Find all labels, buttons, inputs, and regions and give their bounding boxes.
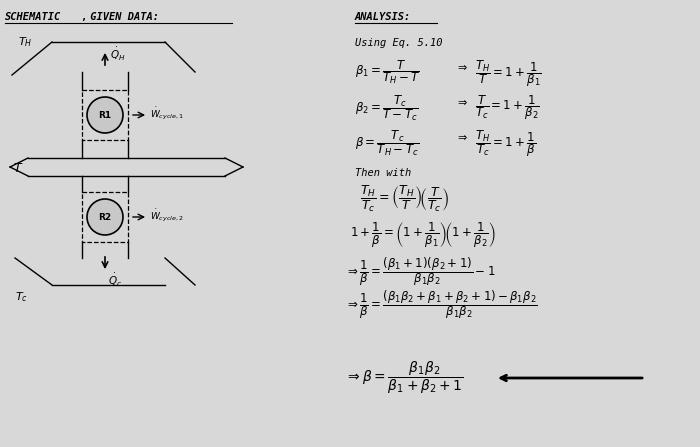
Text: $\dot{Q}_H$: $\dot{Q}_H$ xyxy=(110,46,125,63)
Text: $\dot{W}_{cycle,1}$: $\dot{W}_{cycle,1}$ xyxy=(150,106,184,122)
Text: $T_c$: $T_c$ xyxy=(15,290,28,304)
Text: $\Rightarrow$: $\Rightarrow$ xyxy=(455,62,468,72)
Bar xyxy=(82,90,128,140)
Text: $\Rightarrow \dfrac{1}{\beta} = \dfrac{(\beta_1\beta_2+\beta_1+\beta_2+1)-\beta_: $\Rightarrow \dfrac{1}{\beta} = \dfrac{(… xyxy=(345,288,538,320)
Text: GIVEN DATA:: GIVEN DATA: xyxy=(84,12,159,22)
Text: $\dfrac{T_H}{T_c} = 1 + \dfrac{1}{\beta}$: $\dfrac{T_H}{T_c} = 1 + \dfrac{1}{\beta}… xyxy=(475,128,536,159)
Text: R1: R1 xyxy=(99,110,111,119)
Text: $\dot{Q}_c$: $\dot{Q}_c$ xyxy=(108,272,122,289)
Circle shape xyxy=(87,199,123,235)
Text: ,: , xyxy=(80,12,86,22)
Text: $\beta_2 = \dfrac{T_c}{T-T_c}$: $\beta_2 = \dfrac{T_c}{T-T_c}$ xyxy=(355,93,418,123)
Text: $\beta_1 = \dfrac{T}{T_H-T}$: $\beta_1 = \dfrac{T}{T_H-T}$ xyxy=(355,58,421,86)
Text: $\Rightarrow \beta = \dfrac{\beta_1\beta_2}{\beta_1+\beta_2+1}$: $\Rightarrow \beta = \dfrac{\beta_1\beta… xyxy=(345,360,463,396)
Text: $\dfrac{T_H}{T_c} = \left(\dfrac{T_H}{T}\right)\!\left(\dfrac{T}{T_c}\right)$: $\dfrac{T_H}{T_c} = \left(\dfrac{T_H}{T}… xyxy=(360,184,449,214)
Text: SCHEMATIC: SCHEMATIC xyxy=(5,12,62,22)
Bar xyxy=(82,192,128,242)
Text: $\Rightarrow$: $\Rightarrow$ xyxy=(455,97,468,107)
Text: $T_H$: $T_H$ xyxy=(18,35,32,49)
Text: $1 + \dfrac{1}{\beta} = \left(1 + \dfrac{1}{\beta_1}\right)\!\left(1 + \dfrac{1}: $1 + \dfrac{1}{\beta} = \left(1 + \dfrac… xyxy=(350,220,496,249)
Text: Using Eq. 5.10: Using Eq. 5.10 xyxy=(355,38,442,48)
Circle shape xyxy=(87,97,123,133)
Text: $\beta = \dfrac{T_c}{T_H-T_c}$: $\beta = \dfrac{T_c}{T_H-T_c}$ xyxy=(355,128,419,158)
Text: $\dfrac{T}{T_c} = 1 + \dfrac{1}{\beta_2}$: $\dfrac{T}{T_c} = 1 + \dfrac{1}{\beta_2}… xyxy=(475,93,540,122)
Text: R2: R2 xyxy=(99,212,111,222)
Text: $\dfrac{T_H}{T} = 1 + \dfrac{1}{\beta_1}$: $\dfrac{T_H}{T} = 1 + \dfrac{1}{\beta_1}… xyxy=(475,58,542,89)
Text: ANALYSIS:: ANALYSIS: xyxy=(355,12,412,22)
Text: $\Rightarrow$: $\Rightarrow$ xyxy=(455,132,468,142)
Text: Then with: Then with xyxy=(355,168,412,178)
Text: T: T xyxy=(13,161,20,174)
Text: $\Rightarrow \dfrac{1}{\beta} = \dfrac{(\beta_1+1)(\beta_2+1)}{\beta_1 \beta_2} : $\Rightarrow \dfrac{1}{\beta} = \dfrac{(… xyxy=(345,255,496,288)
Text: $\dot{W}_{cycle,2}$: $\dot{W}_{cycle,2}$ xyxy=(150,208,184,224)
